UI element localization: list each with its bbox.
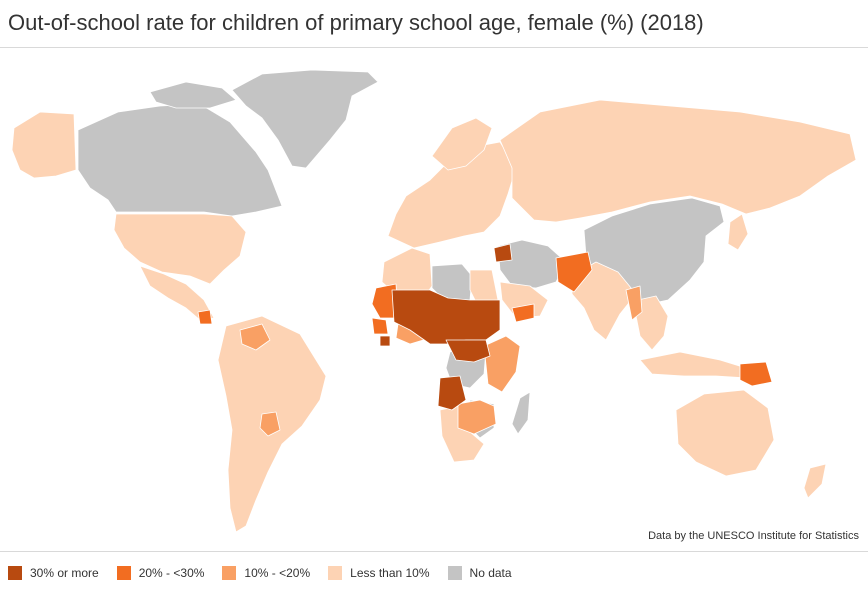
legend-swatch — [447, 566, 462, 580]
legend-label: 30% or more — [30, 566, 99, 580]
region-indonesia — [639, 351, 749, 379]
region-arctic-islands — [149, 81, 237, 109]
legend-item-less-10[interactable]: Less than 10% — [328, 566, 430, 580]
legend-item-20-30[interactable]: 20% - <30% — [116, 566, 205, 580]
legend-swatch — [328, 566, 343, 580]
legend-label: Less than 10% — [350, 566, 430, 580]
world-choropleth-map — [11, 69, 857, 533]
region-syria — [493, 243, 513, 263]
region-middle-east — [497, 239, 567, 289]
legend-swatch — [116, 566, 131, 580]
title-divider — [0, 47, 868, 48]
region-liberia — [379, 335, 391, 347]
region-india — [571, 261, 637, 341]
region-alaska — [11, 111, 77, 179]
legend-swatch — [222, 566, 237, 580]
legend-label: 20% - <30% — [138, 566, 205, 580]
region-central-america-c20 — [197, 309, 213, 325]
region-egypt — [469, 269, 499, 303]
region-new-zealand — [803, 463, 827, 499]
legend-item-10-20[interactable]: 10% - <20% — [222, 566, 310, 580]
region-myanmar — [625, 285, 643, 321]
legend-item-no-data[interactable]: No data — [447, 566, 512, 580]
region-papua-new-guinea — [739, 361, 773, 387]
region-angola — [437, 375, 467, 411]
legend-swatch — [8, 566, 22, 580]
region-yemen — [511, 303, 535, 323]
region-south-east-africa — [457, 399, 497, 435]
region-scandinavia — [431, 117, 493, 171]
legend-label: 10% - <20% — [244, 566, 311, 580]
legend-divider — [0, 551, 868, 552]
data-source-note: Data by the UNESCO Institute for Statist… — [648, 530, 859, 542]
region-pakistan — [555, 251, 593, 293]
region-canada — [77, 103, 283, 217]
region-greenland — [231, 69, 379, 169]
region-russia — [499, 99, 857, 223]
region-usa — [113, 213, 247, 285]
region-japan — [727, 213, 749, 251]
legend-item-30-plus[interactable]: 30% or more — [8, 566, 99, 580]
region-australia — [675, 389, 775, 477]
region-paraguay — [259, 411, 281, 437]
region-chad-car — [445, 339, 491, 363]
region-guinea-coast — [371, 317, 389, 335]
region-mauritania-mali — [371, 283, 399, 319]
region-venezuela — [239, 323, 271, 351]
region-madagascar — [511, 391, 531, 435]
map-title: Out-of-school rate for children of prima… — [8, 10, 704, 35]
legend: 30% or more 20% - <30% 10% - <20% Less t… — [8, 566, 530, 580]
region-east-africa — [483, 335, 521, 393]
legend-label: No data — [469, 566, 512, 580]
region-southeast-asia — [635, 295, 669, 351]
